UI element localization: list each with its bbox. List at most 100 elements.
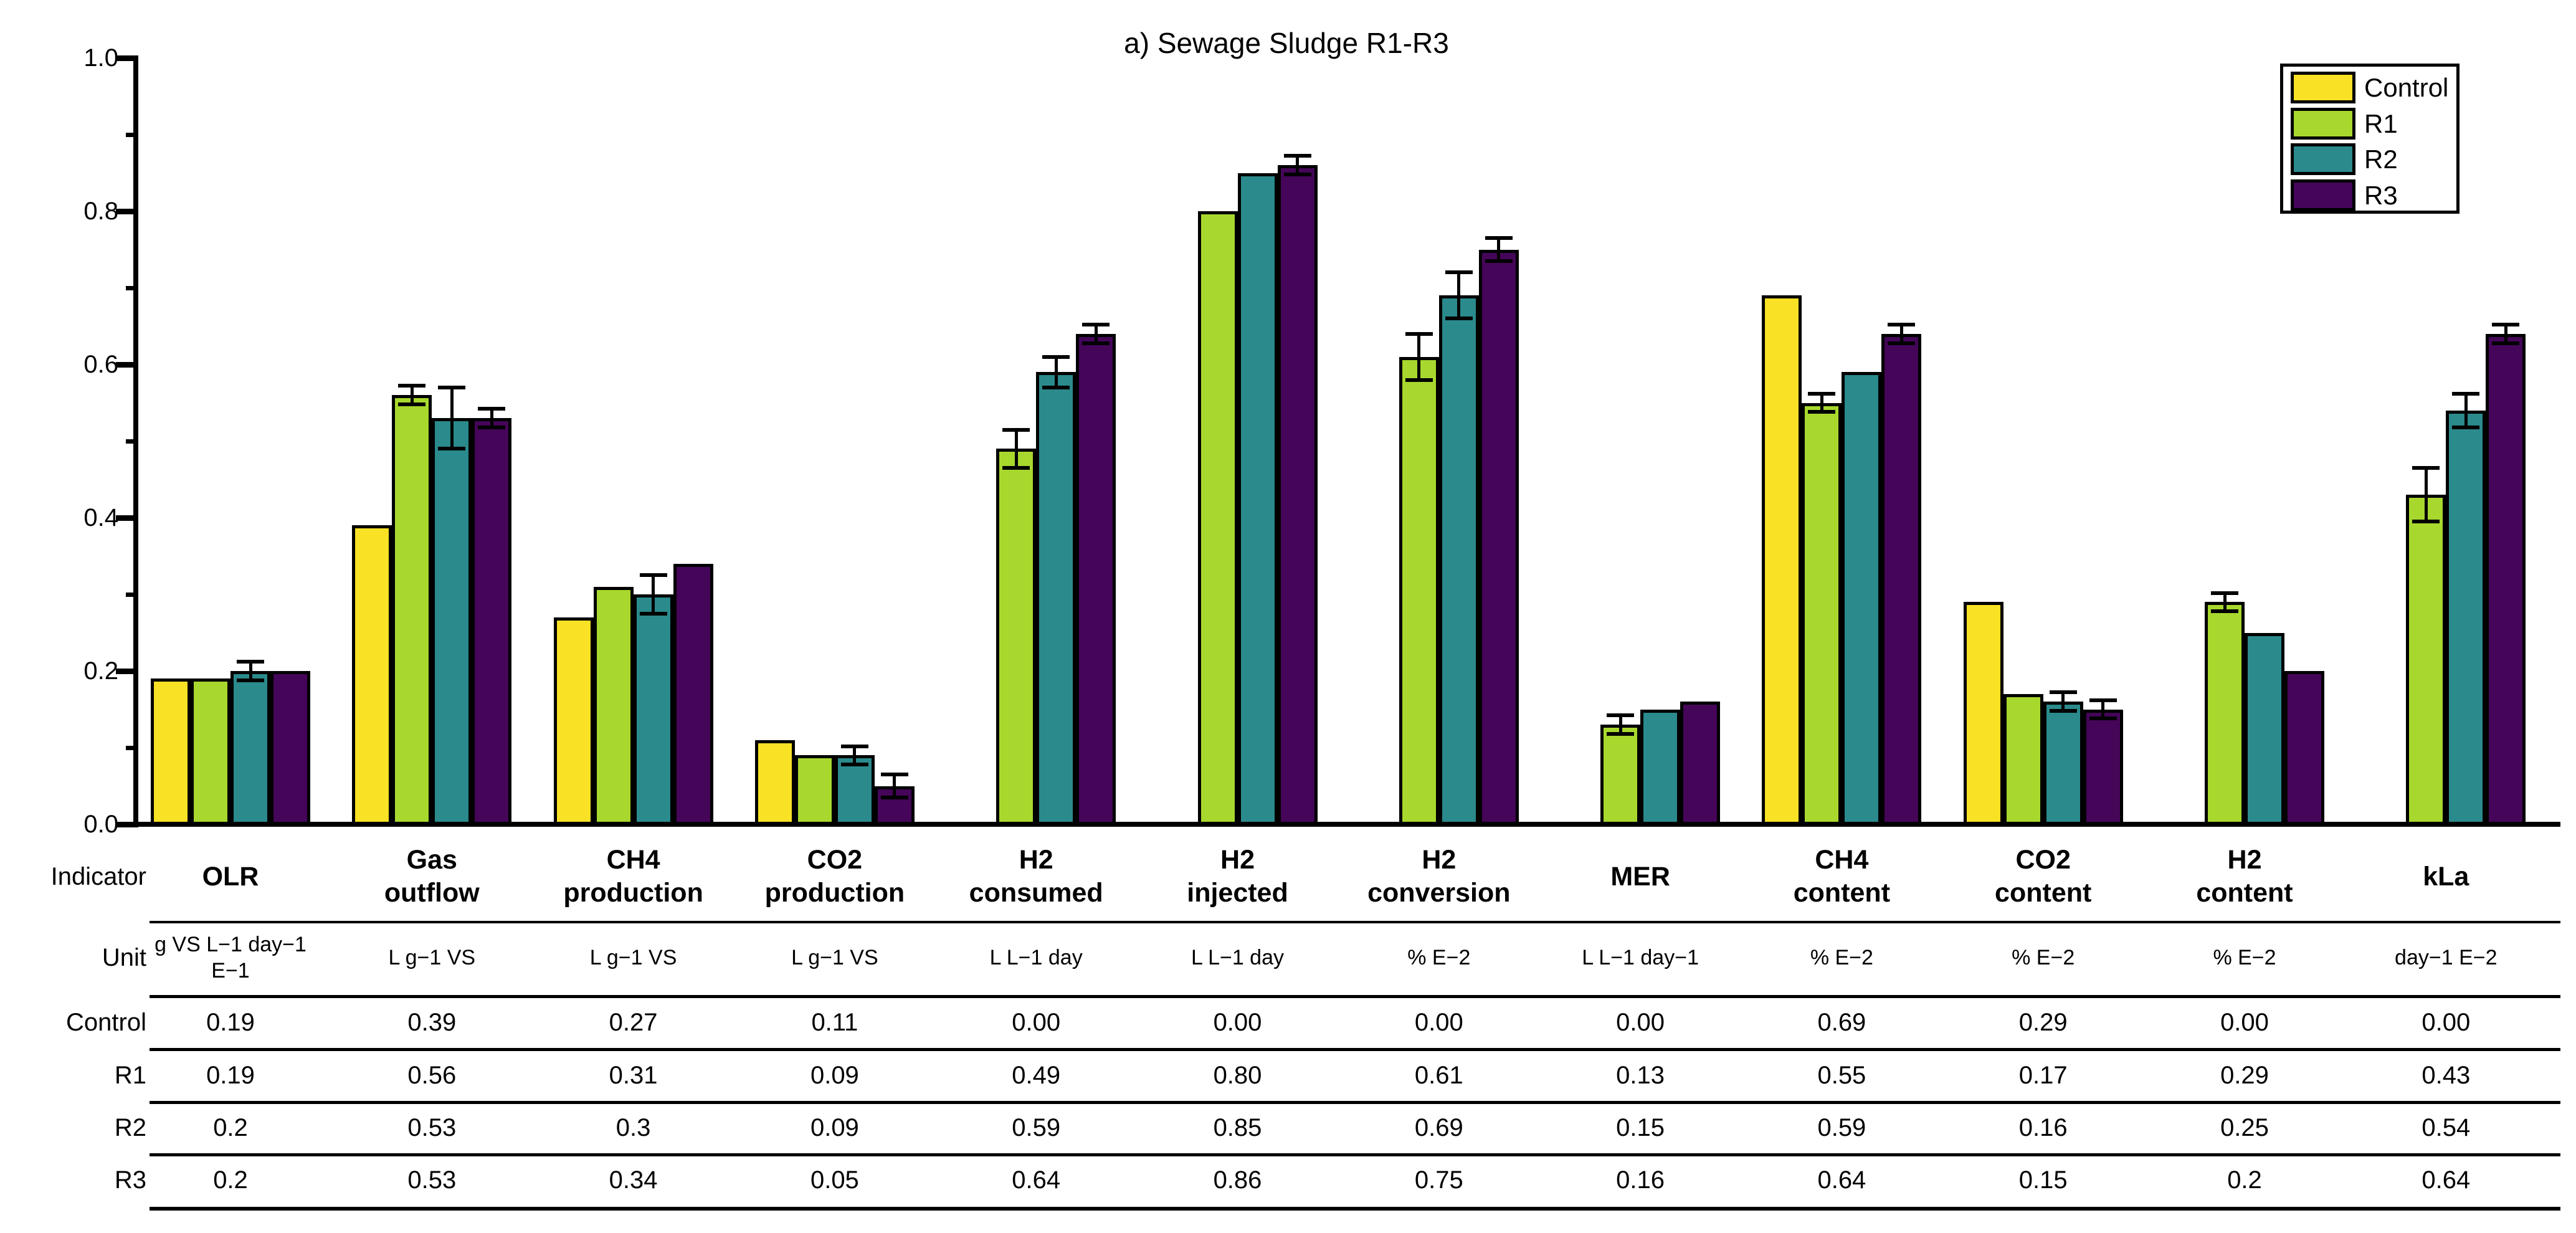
cell-R1-7: 0.13 — [1616, 1062, 1665, 1089]
cell-R3-9: 0.15 — [2018, 1166, 2068, 1194]
cell-R2-5: 0.85 — [1213, 1114, 1262, 1141]
cell-R1-8: 0.55 — [1817, 1062, 1866, 1089]
legend-swatch-R3 — [2291, 179, 2355, 212]
error-bar-cap-bottom — [840, 763, 868, 767]
unit-cell-0: g VS L−1 day−1 E−1 — [154, 933, 307, 983]
category-label-3: CO2 production — [764, 845, 905, 908]
y-axis-major-tick — [116, 821, 138, 827]
error-bar-cap-top — [1082, 323, 1110, 327]
cell-R3-6: 0.75 — [1414, 1166, 1463, 1194]
unit-cell-7: L L−1 day−1 — [1582, 946, 1699, 969]
error-bar-cap-top — [2412, 466, 2440, 470]
bar-R1-7 — [1600, 725, 1641, 827]
y-axis-line — [133, 55, 138, 827]
error-bar-cap-bottom — [2412, 520, 2440, 524]
error-bar-line — [853, 746, 857, 765]
cell-R1-11: 0.43 — [2422, 1062, 2471, 1089]
y-axis-tick-label: 0.2 — [83, 657, 118, 685]
error-bar-line — [1497, 238, 1501, 261]
error-bar-cap-top — [1485, 236, 1513, 240]
unit-cell-11: day−1 E−2 — [2395, 946, 2498, 969]
category-label-11: kLa — [2423, 861, 2469, 892]
cell-Control-7: 0.00 — [1616, 1009, 1665, 1036]
bar-R1-0 — [191, 678, 231, 827]
error-bar-cap-top — [639, 573, 667, 578]
bar-R2-5 — [1237, 173, 1278, 827]
error-bar-cap-top — [1283, 154, 1311, 158]
cell-Control-0: 0.19 — [206, 1009, 255, 1036]
error-bar-cap-bottom — [2211, 609, 2238, 614]
row-label-Control: Control — [66, 1009, 146, 1036]
bar-Control-3 — [754, 740, 795, 827]
cell-R2-0: 0.2 — [213, 1114, 248, 1141]
bar-Control-2 — [553, 617, 594, 827]
row-label-R1: R1 — [114, 1062, 146, 1089]
error-bar-cap-bottom — [1283, 172, 1311, 176]
bar-R3-9 — [2083, 709, 2123, 827]
error-bar-cap-top — [2211, 591, 2238, 595]
cell-Control-10: 0.00 — [2220, 1009, 2269, 1036]
legend-swatch-R1 — [2291, 107, 2355, 140]
error-bar-cap-top — [237, 660, 264, 664]
bar-R2-4 — [1036, 372, 1077, 827]
bar-R3-0 — [270, 671, 310, 827]
cell-R2-2: 0.3 — [615, 1114, 651, 1141]
error-bar-cap-bottom — [478, 425, 506, 429]
cell-Control-3: 0.11 — [811, 1009, 858, 1036]
cell-R3-3: 0.05 — [810, 1166, 859, 1194]
error-bar-cap-bottom — [237, 678, 264, 682]
cell-R3-2: 0.34 — [609, 1166, 658, 1194]
row-label-R2: R2 — [114, 1114, 146, 1141]
cell-Control-9: 0.29 — [2018, 1009, 2068, 1036]
error-bar-cap-bottom — [438, 447, 466, 451]
error-bar-cap-bottom — [2049, 708, 2077, 713]
error-bar-line — [1054, 356, 1058, 388]
category-label-6: H2 conversion — [1367, 845, 1511, 908]
y-axis-tick-label: 0.0 — [83, 811, 118, 838]
error-bar-cap-bottom — [1002, 466, 1030, 470]
unit-cell-3: L g−1 VS — [791, 946, 878, 969]
unit-cell-8: % E−2 — [1810, 946, 1873, 969]
error-bar-cap-top — [1607, 713, 1635, 718]
error-bar-cap-bottom — [1888, 341, 1916, 345]
bar-R3-4 — [1076, 333, 1116, 827]
cell-R1-9: 0.17 — [2018, 1062, 2068, 1089]
bar-R2-0 — [231, 671, 270, 827]
error-bar-line — [2504, 325, 2507, 343]
y-axis-minor-tick — [126, 592, 138, 597]
category-label-9: CO2 content — [1995, 845, 2092, 908]
cell-R2-7: 0.15 — [1616, 1114, 1665, 1141]
category-label-2: CH4 production — [563, 845, 703, 908]
bar-R3-10 — [2284, 671, 2324, 827]
bar-Control-0 — [151, 678, 191, 827]
error-bar-line — [1014, 429, 1018, 469]
error-bar-cap-bottom — [1405, 378, 1433, 382]
cell-Control-6: 0.00 — [1414, 1009, 1463, 1036]
bar-R3-7 — [1680, 702, 1721, 827]
y-axis-major-tick — [116, 208, 138, 214]
unit-cell-9: % E−2 — [2012, 946, 2075, 969]
error-bar-line — [450, 387, 454, 449]
category-label-4: H2 consumed — [969, 845, 1103, 908]
bar-R3-11 — [2486, 333, 2526, 827]
error-bar-cap-bottom — [2492, 341, 2520, 345]
y-axis-minor-tick — [126, 285, 138, 290]
cell-Control-2: 0.27 — [609, 1009, 658, 1036]
category-label-5: H2 injected — [1187, 845, 1288, 908]
cell-Control-1: 0.39 — [407, 1009, 457, 1036]
unit-cell-1: L g−1 VS — [388, 946, 476, 969]
cell-R3-7: 0.16 — [1616, 1166, 1665, 1194]
bar-R1-3 — [794, 755, 835, 827]
bar-R2-9 — [2043, 702, 2083, 827]
y-axis-major-tick — [116, 515, 138, 521]
error-bar-cap-top — [840, 744, 868, 748]
bar-R1-2 — [593, 586, 634, 827]
cell-Control-4: 0.00 — [1012, 1009, 1061, 1036]
error-bar-cap-top — [1405, 331, 1433, 336]
y-axis-major-tick — [116, 668, 138, 674]
error-bar-cap-top — [1445, 270, 1473, 275]
bar-Control-8 — [1762, 295, 1802, 827]
